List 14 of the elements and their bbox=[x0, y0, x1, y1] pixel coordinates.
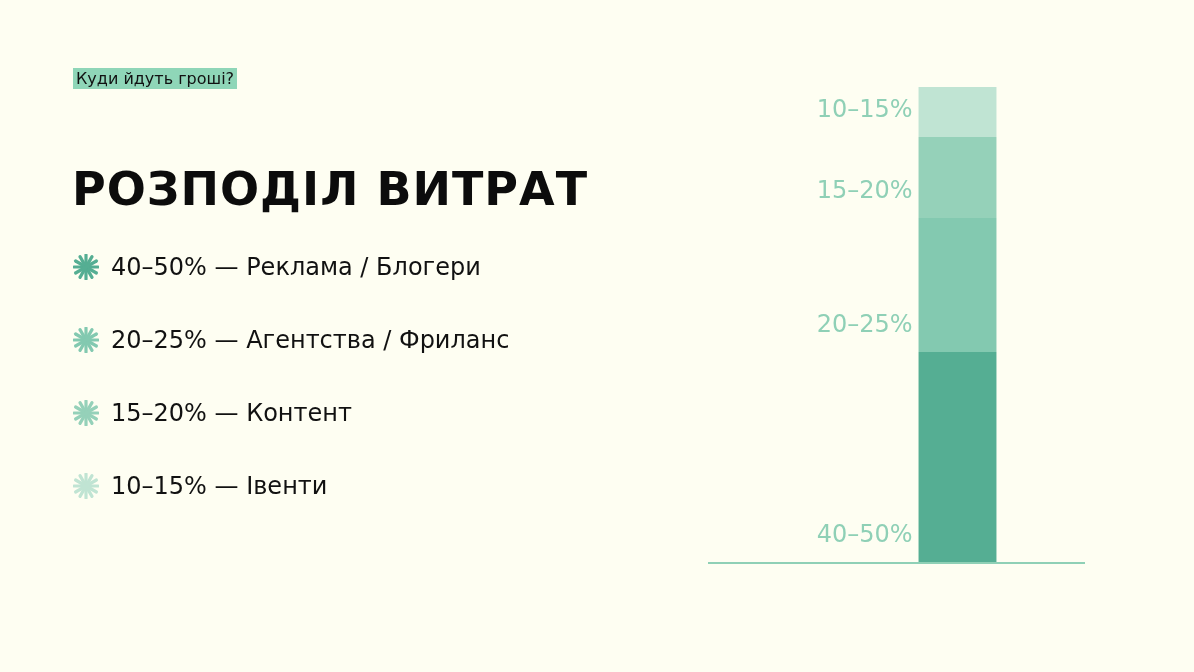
text: 10–15% bbox=[816, 95, 913, 124]
legend-label: 15–20% — Контент bbox=[111, 399, 352, 427]
legend-label: 10–15% — Івенти bbox=[111, 472, 328, 500]
bar bbox=[918, 218, 997, 353]
legend-label: 40–50% — Реклама / Блогери bbox=[111, 253, 481, 281]
bar bbox=[918, 136, 997, 219]
bar bbox=[918, 87, 997, 137]
text: Куди йдуть гроші? bbox=[73, 68, 238, 89]
bar bbox=[918, 352, 997, 562]
text: РОЗПОДІЛ ВИТРАТ bbox=[72, 162, 589, 216]
text: 15–20% bbox=[816, 176, 913, 205]
legend-label: 20–25% — Агентства / Фриланс bbox=[111, 326, 510, 354]
text: 20–25% bbox=[816, 310, 913, 339]
text: 40–50% bbox=[816, 520, 913, 549]
